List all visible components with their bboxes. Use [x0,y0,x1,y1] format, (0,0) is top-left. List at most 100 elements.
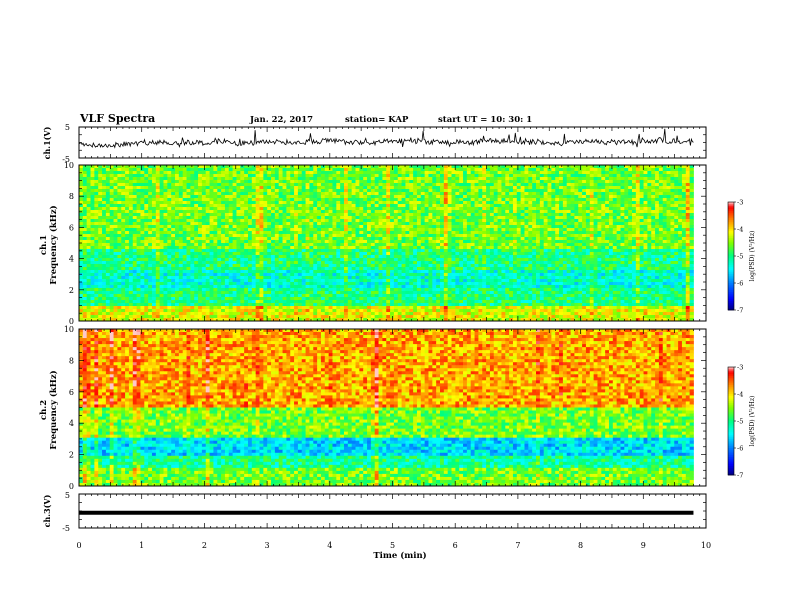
spec1-cell [290,222,295,226]
spec1-cell [198,204,203,208]
spec1-cell [309,252,314,256]
spec1-cell [297,234,303,238]
spec1-cell [662,186,667,190]
spec1-cell [474,177,479,181]
spec1-cell [240,192,245,196]
spec1-cell [547,237,552,241]
spec1-cell [562,195,568,199]
spec1-cell [662,177,667,181]
spec1-cell [532,219,537,223]
spec1-cell [463,249,468,253]
spec1-cell [240,183,245,187]
spec1-cell [547,225,552,229]
spec1-cell [632,246,637,250]
spec1-cell [459,192,464,196]
spec1-cell [559,189,564,193]
spec1-cell [578,222,583,226]
spec1-cell [547,219,552,223]
spec1-cell [658,183,664,187]
spec1-cell [228,225,234,229]
spec1-cell [332,180,337,184]
spec1-cell [413,237,418,241]
spec1-cell [420,234,426,238]
spec1-cell [401,219,406,223]
spec1-cell [232,225,237,229]
spec1-cell [401,192,406,196]
spec1-cell [347,180,353,184]
spec1-cell [313,246,318,250]
spec1-cell [689,222,694,226]
spec1-cell [343,222,349,226]
spec1-cell [267,216,272,220]
spec1-cell [501,171,506,175]
spec1-cell [401,180,406,184]
spec1-cell [136,237,141,241]
spec1-cell [405,210,410,214]
spec1-cell [221,246,226,250]
spec1-cell [524,207,529,211]
spec1-cell [171,174,176,178]
spec1-cell [455,228,460,232]
spec1-cell [447,183,452,187]
spec1-cell [501,189,506,193]
spec1-cell [635,198,641,202]
spec1-cell [413,201,418,205]
spec1-cell [466,201,472,205]
spec1-cell [662,171,667,175]
spec1-cell [102,222,107,226]
spec1-cell [670,171,675,175]
spec1-cell [271,246,276,250]
spec1-cell [194,186,199,190]
spec1-cell [509,222,514,226]
spec1-cell [190,240,195,244]
spec1-cell [278,168,283,172]
spec1-cell [136,228,141,232]
spec1-cell [424,249,429,253]
spec1-cell [263,207,268,211]
spec1-cell [428,219,433,223]
spec1-cell [217,207,222,211]
spec1-cell [520,204,525,208]
spec1-cell [555,183,560,187]
spec1-cell [98,207,103,211]
spec1-cell [343,189,349,193]
spec1-cell [397,240,402,244]
spec1-cell [82,222,88,226]
spec1-cell [382,168,387,172]
spec1-cell [440,192,445,196]
spec1-cell [536,174,541,178]
spec1-cell [171,186,176,190]
spec1-cell [336,168,341,172]
spec1-cell [340,189,345,193]
spec1-cell [221,219,226,223]
spec1-cell [401,228,406,232]
spec1-cell [221,249,226,253]
spec1-cell [532,222,537,226]
spec1-cell [463,174,468,178]
spec1-cell [436,165,441,169]
spec1-cell [459,171,464,175]
spec1-cell [505,183,510,187]
spec1-cell [624,222,629,226]
spec1-cell [255,249,260,253]
spec1-cell [205,225,210,229]
spec1-cell [113,210,118,214]
spec1-cell [236,171,241,175]
spec1-cell [689,180,694,184]
spec1-cell [113,231,118,235]
spec1-cell [447,195,452,199]
spec1-cell [232,216,237,220]
spec1-cell [478,249,483,253]
spec1-cell [236,207,241,211]
spec1-cell [589,219,595,223]
spec1-cell [597,198,602,202]
spec1-cell [405,219,410,223]
spec1-cell [209,246,214,250]
spec1-cell [470,225,475,229]
spec1-cell [509,180,514,184]
spec1-cell [194,228,199,232]
spec1-cell [489,222,495,226]
spec1-cell [436,207,441,211]
spec1-cell [474,222,479,226]
spec1-cell [597,201,602,205]
